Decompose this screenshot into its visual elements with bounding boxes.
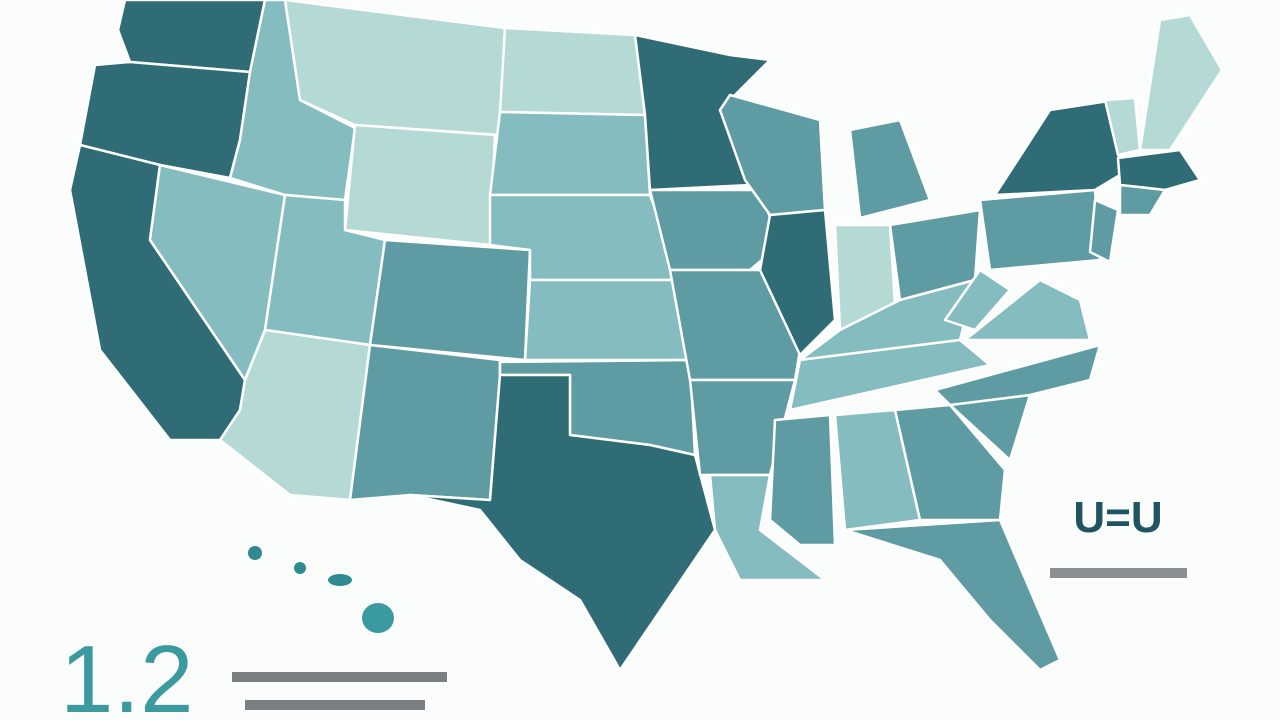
state [348, 343, 502, 502]
state [668, 268, 802, 382]
state [1116, 148, 1202, 192]
state [843, 518, 1062, 672]
state [978, 188, 1102, 272]
island [294, 562, 306, 574]
state [963, 278, 1092, 342]
island [328, 574, 352, 586]
state [788, 338, 992, 412]
illegible-subtitle [1050, 568, 1187, 578]
island [248, 546, 262, 560]
state [116, 0, 267, 74]
state [498, 26, 647, 117]
state [943, 268, 1012, 332]
illegible-caption [232, 672, 447, 710]
state [933, 343, 1102, 407]
state [708, 473, 827, 582]
state [1118, 183, 1167, 217]
state [523, 278, 692, 362]
state [758, 208, 837, 357]
state [1138, 13, 1224, 152]
island [362, 603, 394, 633]
logo-text: U=U [1073, 493, 1162, 542]
text-block [232, 672, 447, 682]
state [893, 403, 1007, 522]
text-block [245, 700, 425, 710]
state [848, 118, 932, 220]
state [408, 373, 717, 672]
us-map [68, 0, 1224, 672]
state [488, 110, 652, 197]
hawaii [248, 546, 394, 633]
stat-value: 1.2 [60, 626, 193, 720]
state [1088, 198, 1120, 264]
state [768, 413, 837, 547]
state [368, 238, 532, 362]
state [343, 123, 497, 247]
